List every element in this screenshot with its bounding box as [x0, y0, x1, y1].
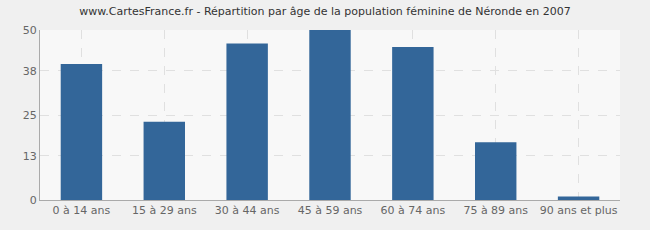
svg-text:45 à 59 ans: 45 à 59 ans	[298, 204, 363, 217]
svg-text:75 à 89 ans: 75 à 89 ans	[463, 204, 528, 217]
svg-text:50: 50	[23, 24, 37, 37]
svg-text:38: 38	[23, 65, 37, 78]
svg-text:0: 0	[30, 194, 37, 207]
svg-text:25: 25	[23, 109, 37, 122]
svg-text:13: 13	[23, 150, 37, 163]
svg-text:60 à 74 ans: 60 à 74 ans	[381, 204, 446, 217]
svg-text:30 à 44 ans: 30 à 44 ans	[215, 204, 280, 217]
svg-text:90 ans et plus: 90 ans et plus	[540, 204, 618, 217]
svg-text:www.CartesFrance.fr - Répartit: www.CartesFrance.fr - Répartition par âg…	[79, 5, 570, 18]
svg-text:0 à 14 ans: 0 à 14 ans	[53, 204, 111, 217]
svg-text:15 à 29 ans: 15 à 29 ans	[132, 204, 197, 217]
